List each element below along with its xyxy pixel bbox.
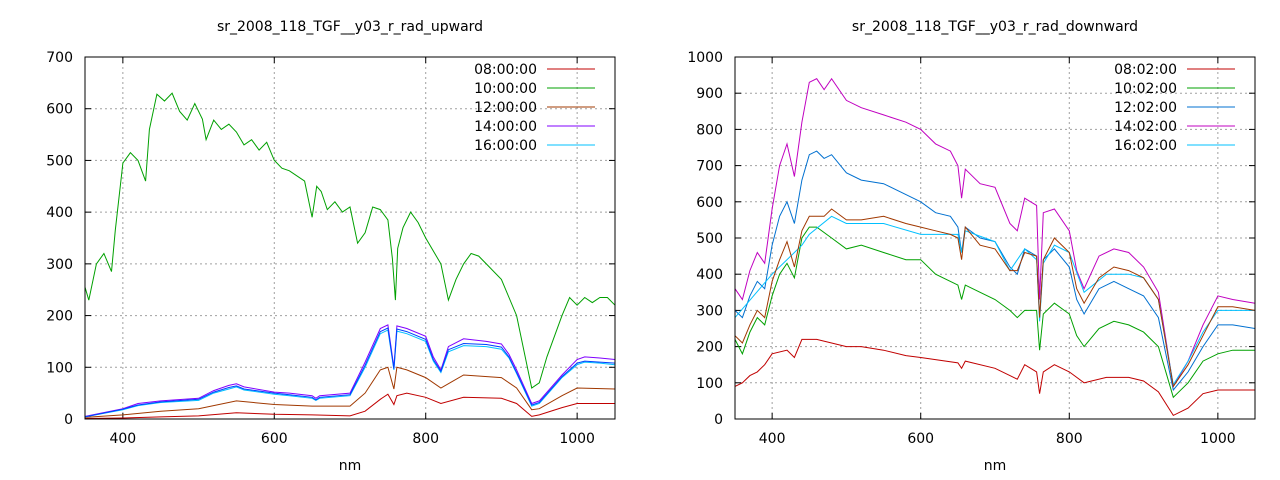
x-tick-label: 600: [261, 431, 288, 447]
series-line-2: [85, 366, 615, 418]
series-group: [735, 77, 1255, 417]
legend-label: 10:02:00: [1114, 81, 1177, 97]
x-tick-label: 800: [412, 431, 439, 447]
upward-radiance-chart: sr_2008_118_TGF__y03_r_rad_upward 400 600 8…: [46, 19, 616, 474]
legend-label: 14:02:00: [1114, 119, 1177, 135]
series-line-4: [85, 329, 615, 418]
series-line-1: [85, 92, 615, 389]
legend-label: 14:00:00: [474, 119, 537, 135]
y-tick-label: 700: [46, 50, 73, 66]
y-tick-label: 200: [696, 340, 723, 356]
x-tick-label: 400: [759, 431, 786, 447]
series-line-5: [85, 327, 615, 418]
y-tick-label: 0: [714, 412, 723, 428]
legend-label: 12:00:00: [474, 100, 537, 116]
series-line-4: [735, 215, 1255, 386]
y-tick-label: 100: [46, 360, 73, 376]
y-tick-label: 400: [696, 267, 723, 283]
x-axis-label: nm: [339, 458, 362, 474]
y-tick-label: 500: [46, 153, 73, 169]
y-tick-label: 700: [696, 159, 723, 175]
series-group: [85, 92, 615, 419]
y-tick-label: 600: [46, 102, 73, 118]
series-line-0: [735, 338, 1255, 417]
legend-label: 10:00:00: [474, 81, 537, 97]
chart-title: sr_2008_118_TGF__y03_r_rad_downward: [852, 19, 1138, 35]
y-tick-label: 400: [46, 205, 73, 221]
x-tick-label: 800: [1056, 431, 1083, 447]
series-line-3: [735, 77, 1255, 388]
y-tick-label: 300: [696, 303, 723, 319]
chart-title: sr_2008_118_TGF__y03_r_rad_upward: [217, 19, 483, 35]
legend-label: 16:00:00: [474, 138, 537, 154]
legend-label: 08:02:00: [1114, 62, 1177, 78]
x-tick-label: 1000: [559, 431, 595, 447]
y-tick-label: 100: [696, 376, 723, 392]
series-line-1: [735, 226, 1255, 399]
legend-label: 08:00:00: [474, 62, 537, 78]
series-line-5: [735, 208, 1255, 388]
y-tick-label: 0: [64, 412, 73, 428]
downward-radiance-chart: sr_2008_118_TGF__y03_r_rad_downward 400 60…: [687, 19, 1256, 474]
x-tick-label: 400: [109, 431, 136, 447]
legend-label: 16:02:00: [1114, 138, 1177, 154]
x-tick-label: 1000: [1200, 431, 1236, 447]
y-tick-label: 800: [696, 122, 723, 138]
y-tick-label: 200: [46, 309, 73, 325]
x-axis-label: nm: [984, 458, 1007, 474]
plot-frame: [84, 56, 616, 420]
legend-label: 12:02:00: [1114, 100, 1177, 116]
series-line-0: [85, 392, 615, 419]
y-tick-label: 600: [696, 195, 723, 211]
y-tick-label: 500: [696, 231, 723, 247]
plot-frame: [734, 56, 1256, 420]
y-tick-label: 1000: [687, 50, 723, 66]
x-tick-label: 600: [907, 431, 934, 447]
y-tick-label: 300: [46, 257, 73, 273]
y-tick-label: 900: [696, 86, 723, 102]
